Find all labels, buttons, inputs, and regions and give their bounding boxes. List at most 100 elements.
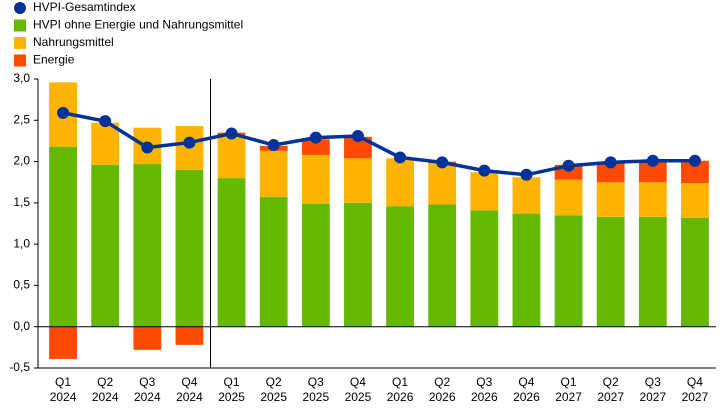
- bar: [133, 326, 162, 350]
- bar: [386, 158, 414, 207]
- x-tick-label-line: Q4: [518, 375, 534, 389]
- bar: [175, 169, 204, 327]
- x-tick-label-line: Q1: [224, 375, 240, 389]
- bar: [596, 216, 625, 327]
- line-marker: [57, 106, 70, 119]
- bar: [344, 136, 372, 159]
- bar: [91, 122, 120, 165]
- x-tick-label-line: 2025: [218, 390, 245, 404]
- bar: [470, 172, 499, 211]
- x-tick-label: Q3 2027: [639, 375, 666, 404]
- line-marker: [478, 164, 491, 177]
- x-tick-label-line: Q2: [266, 375, 282, 389]
- bar: [428, 163, 457, 205]
- x-tick-label-line: 2027: [555, 390, 582, 404]
- bar: [386, 206, 414, 327]
- y-tick-label: 3,0: [13, 71, 30, 85]
- bar: [596, 161, 625, 183]
- x-tick-label-line: Q3: [308, 375, 324, 389]
- x-tick-label-line: Q4: [181, 375, 197, 389]
- x-tick-label: Q1 2027: [555, 375, 582, 404]
- bar: [596, 182, 625, 217]
- bar: [301, 203, 330, 327]
- x-tick-label-line: Q3: [139, 375, 155, 389]
- x-tick-label-line: 2024: [92, 390, 119, 404]
- x-tick-label: Q4 2026: [513, 375, 540, 404]
- x-tick-label: Q2 2026: [429, 375, 456, 404]
- bar: [681, 217, 709, 327]
- bar: [301, 154, 330, 204]
- line-marker: [225, 127, 238, 140]
- legend-swatch: [14, 54, 26, 67]
- bar: [554, 179, 583, 216]
- x-tick-label-line: Q2: [434, 375, 450, 389]
- line-marker: [351, 129, 364, 142]
- x-tick-label-line: 2025: [260, 390, 287, 404]
- x-tick-label: Q4 2027: [682, 375, 709, 404]
- bar: [259, 150, 288, 198]
- legend-marker: [14, 2, 26, 14]
- line-marker: [183, 136, 196, 149]
- x-tick-label-line: 2027: [597, 390, 624, 404]
- y-tick-label: 0,0: [13, 319, 30, 333]
- bar: [638, 159, 667, 183]
- x-tick-label: Q2 2027: [597, 375, 624, 404]
- line-marker: [604, 156, 617, 169]
- line-marker: [646, 154, 659, 167]
- bar: [344, 158, 372, 203]
- y-tick-label: 1,0: [13, 236, 30, 250]
- x-tick-label-line: 2026: [513, 390, 540, 404]
- x-tick-label-line: 2027: [639, 390, 666, 404]
- x-tick-label-line: Q1: [561, 375, 577, 389]
- bar: [638, 182, 667, 217]
- bar: [49, 326, 77, 359]
- x-tick-label: Q4 2025: [345, 375, 372, 404]
- bar: [512, 213, 541, 327]
- x-tick-label-line: 2026: [387, 390, 414, 404]
- x-tick-label: Q3 2024: [134, 375, 161, 404]
- bar: [301, 139, 330, 155]
- x-tick-label-line: Q2: [603, 375, 619, 389]
- x-tick-label-line: 2024: [134, 390, 161, 404]
- x-tick-label: Q4 2024: [176, 375, 203, 404]
- x-tick-label-line: 2027: [682, 390, 709, 404]
- bar: [638, 216, 667, 327]
- x-tick-label: Q2 2025: [260, 375, 287, 404]
- bar: [49, 146, 77, 327]
- x-tick-label-line: 2026: [471, 390, 498, 404]
- line-marker: [562, 159, 575, 172]
- bar: [554, 215, 583, 327]
- y-tick-label: 1,5: [13, 195, 30, 209]
- y-tick-label: -0,5: [9, 360, 30, 374]
- x-tick-label-line: Q1: [392, 375, 408, 389]
- x-tick-label-line: Q3: [476, 375, 492, 389]
- bar: [512, 177, 541, 214]
- bar: [175, 326, 204, 345]
- line-marker: [309, 131, 322, 144]
- bar: [259, 197, 288, 327]
- line-marker: [141, 141, 154, 154]
- bar: [344, 202, 372, 327]
- bar: [217, 135, 246, 179]
- x-tick-label-line: Q1: [55, 375, 71, 389]
- x-tick-label: Q3 2026: [471, 375, 498, 404]
- legend-label: HVPI ohne Energie und Nahrungsmittel: [33, 18, 243, 32]
- x-tick-label-line: Q3: [645, 375, 661, 389]
- bar: [91, 164, 120, 327]
- line-marker: [394, 151, 407, 164]
- x-tick-label: Q2 2024: [92, 375, 119, 404]
- legend-label: HVPI-Gesamtindex: [33, 0, 136, 14]
- legend-swatch: [14, 19, 26, 32]
- x-tick-label-line: 2025: [345, 390, 372, 404]
- line-marker: [267, 139, 280, 152]
- legend-label: Energie: [33, 53, 75, 67]
- bar: [217, 178, 246, 327]
- x-tick-label: Q3 2025: [302, 375, 329, 404]
- y-tick-label: 0,5: [13, 278, 30, 292]
- legend-label: Nahrungsmittel: [33, 35, 114, 49]
- bar: [428, 204, 457, 327]
- x-tick-label-line: 2024: [176, 390, 203, 404]
- line-marker: [520, 168, 533, 181]
- x-tick-label-line: 2025: [302, 390, 329, 404]
